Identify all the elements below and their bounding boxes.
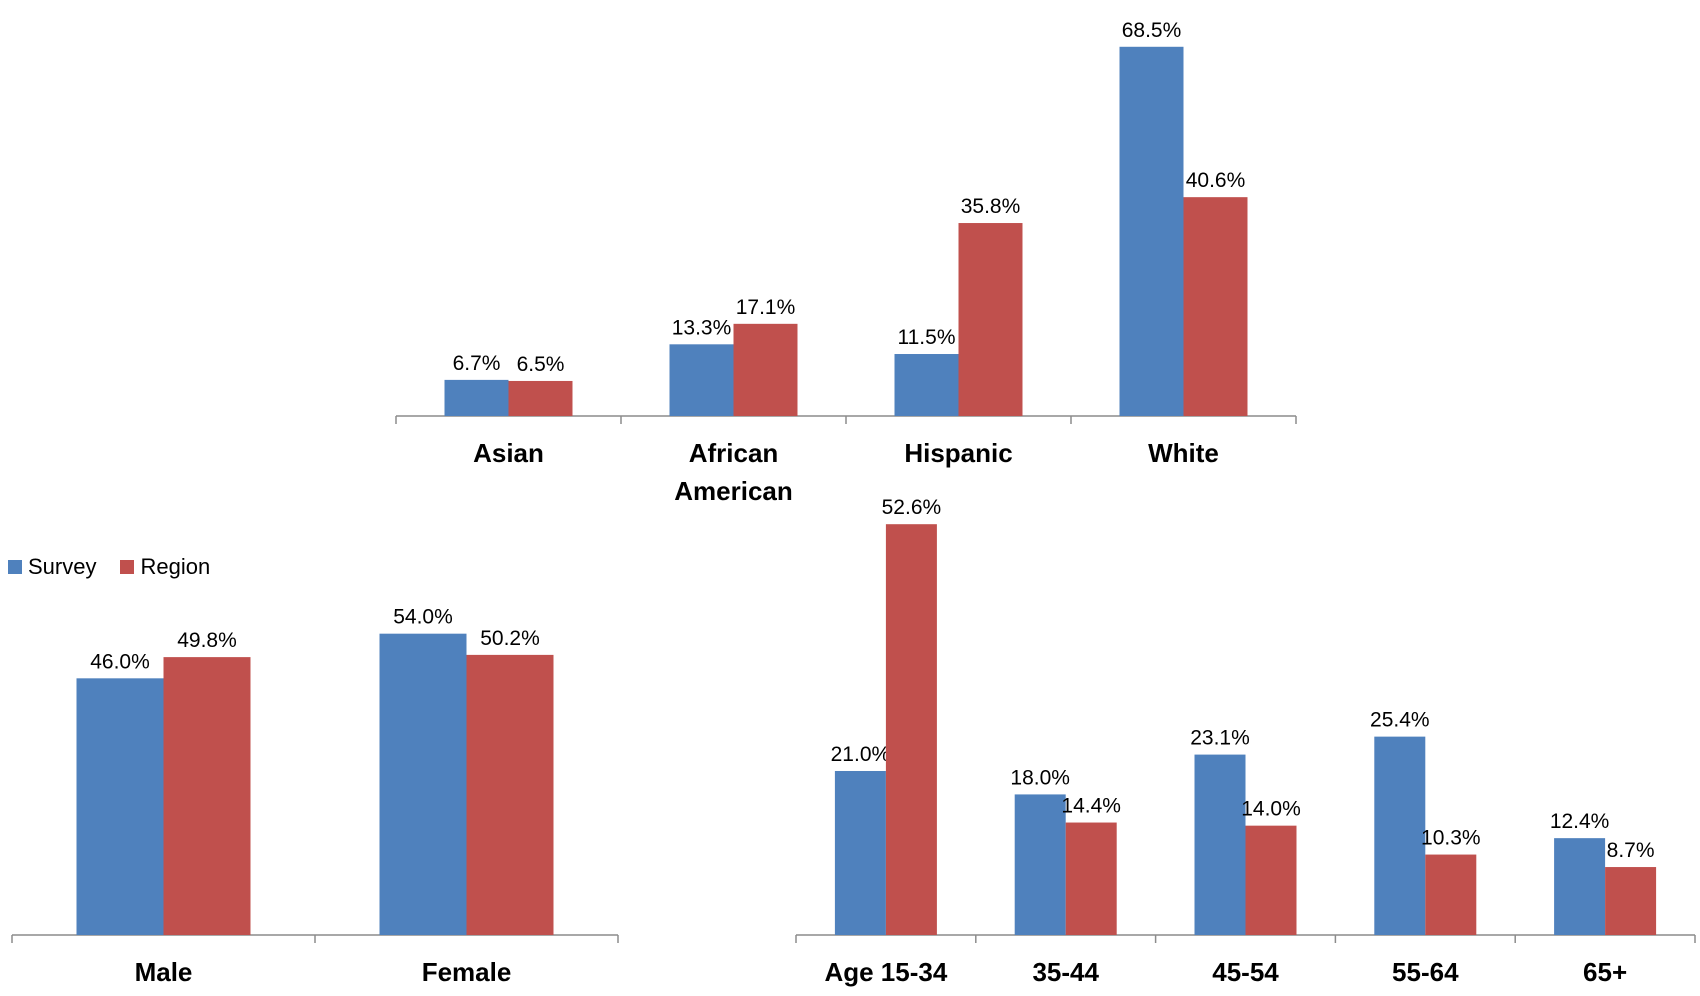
age-data-label-region-age-15-34: 52.6%: [882, 496, 942, 519]
gender-bar-region-female: [466, 654, 554, 935]
age-category-label-65: 65+: [1583, 957, 1627, 987]
age-bar-survey-55-64: [1374, 736, 1426, 935]
age-data-label-region-35-44: 14.4%: [1061, 795, 1121, 818]
age-bar-region-45-54: [1245, 825, 1297, 935]
age-data-label-region-65: 8.7%: [1607, 839, 1655, 862]
legend-label-survey: Survey: [28, 554, 97, 579]
gender-data-label-region-female: 50.2%: [480, 627, 540, 650]
ethnicity-bar-region-hispanic: [958, 223, 1023, 416]
legend-item-region: Region: [120, 554, 210, 580]
age-category-label-35-44: 35-44: [1032, 957, 1099, 987]
gender-bar-survey-male: [76, 678, 164, 935]
ethnicity-data-label-region-white: 40.6%: [1186, 169, 1246, 192]
gender-data-label-survey-female: 54.0%: [393, 606, 453, 629]
age-data-label-region-45-54: 14.0%: [1241, 798, 1301, 821]
age-data-label-survey-55-64: 25.4%: [1370, 709, 1430, 732]
age-bar-survey-35-44: [1014, 794, 1066, 935]
age-data-label-survey-45-54: 23.1%: [1190, 727, 1250, 750]
legend-item-survey: Survey: [8, 554, 96, 580]
age-data-label-survey-35-44: 18.0%: [1010, 766, 1070, 789]
ethnicity-bar-survey-hispanic: [894, 354, 959, 416]
ethnicity-data-label-survey-hispanic: 11.5%: [898, 326, 956, 349]
legend-swatch-survey: [8, 560, 22, 574]
age-category-label-45-54: 45-54: [1212, 957, 1279, 987]
gender-data-label-survey-male: 46.0%: [90, 650, 150, 673]
age-category-label-age-15-34: Age 15-34: [824, 957, 947, 987]
gender-category-label-male: Male: [135, 957, 193, 987]
age-bar-region-35-44: [1065, 822, 1117, 935]
age-bar-survey-45-54: [1194, 754, 1246, 935]
legend-swatch-region: [120, 560, 135, 574]
ethnicity-bar-region-african-american: [733, 323, 798, 416]
age-bar-region-age-15-34: [885, 524, 937, 935]
age-bar-survey-age-15-34: [834, 770, 886, 935]
legend-label-region: Region: [140, 554, 211, 579]
ethnicity-data-label-survey-white: 68.5%: [1122, 19, 1182, 42]
ethnicity-data-label-region-african-american: 17.1%: [736, 296, 796, 319]
age-data-label-region-55-64: 10.3%: [1421, 827, 1481, 850]
ethnicity-bar-region-asian: [508, 380, 573, 416]
ethnicity-category-label-hispanic: Hispanic: [904, 438, 1012, 468]
ethnicity-data-label-survey-african-american: 13.3%: [672, 316, 732, 339]
ethnicity-data-label-region-asian: 6.5%: [517, 353, 565, 376]
gender-bar-region-male: [163, 657, 251, 935]
age-category-label-55-64: 55-64: [1392, 957, 1459, 987]
ethnicity-category-label-asian: Asian: [473, 438, 544, 468]
ethnicity-bar-survey-asian: [444, 379, 509, 416]
age-bar-region-65: [1605, 867, 1657, 935]
gender-bar-survey-female: [379, 633, 467, 935]
age-data-label-survey-65: 12.4%: [1550, 810, 1610, 833]
gender-data-label-region-male: 49.8%: [177, 629, 237, 652]
ethnicity-data-label-survey-asian: 6.7%: [453, 352, 501, 375]
ethnicity-bar-region-white: [1183, 197, 1248, 416]
gender-category-label-female: Female: [422, 957, 512, 987]
ethnicity-bar-survey-white: [1119, 46, 1184, 416]
ethnicity-category-label-white: White: [1148, 438, 1219, 468]
ethnicity-data-label-region-hispanic: 35.8%: [961, 195, 1021, 218]
age-data-label-survey-age-15-34: 21.0%: [831, 743, 891, 766]
ethnicity-category-label-african-american: African American: [674, 438, 793, 506]
age-bar-region-55-64: [1425, 854, 1477, 935]
age-bar-survey-65: [1554, 838, 1606, 935]
ethnicity-bar-survey-african-american: [669, 344, 734, 416]
legend: Survey Region: [8, 554, 234, 580]
